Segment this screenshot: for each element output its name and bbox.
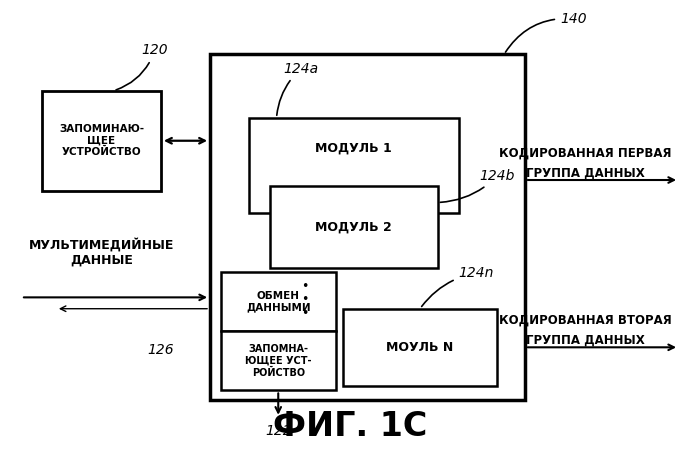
Text: ГРУППА ДАННЫХ: ГРУППА ДАННЫХ — [526, 167, 645, 180]
Bar — [220, 331, 336, 390]
Bar — [220, 272, 336, 331]
Text: •: • — [301, 280, 308, 292]
Bar — [270, 186, 438, 268]
Text: МОДУЛЬ 2: МОДУЛЬ 2 — [315, 221, 392, 233]
Text: МУЛЬТИМЕДИЙНЫЕ
ДАННЫЕ: МУЛЬТИМЕДИЙНЫЕ ДАННЫЕ — [29, 237, 174, 266]
Bar — [210, 54, 525, 400]
Text: 140: 140 — [505, 12, 587, 52]
Text: ЗАПОМНА-
ЮЩЕЕ УСТ-
РОЙСТВО: ЗАПОМНА- ЮЩЕЕ УСТ- РОЙСТВО — [245, 344, 312, 378]
Text: •: • — [301, 307, 308, 320]
Text: КОДИРОВАННАЯ ВТОРАЯ: КОДИРОВАННАЯ ВТОРАЯ — [499, 314, 671, 326]
Text: МОУЛЬ N: МОУЛЬ N — [386, 341, 454, 354]
Bar — [343, 309, 497, 386]
Text: ОБМЕН
ДАННЫМИ: ОБМЕН ДАННЫМИ — [246, 291, 311, 313]
Text: КОДИРОВАННАЯ ПЕРВАЯ: КОДИРОВАННАЯ ПЕРВАЯ — [499, 146, 671, 159]
Bar — [248, 118, 458, 213]
Text: 126: 126 — [148, 343, 174, 356]
Bar — [42, 91, 161, 191]
Text: •: • — [301, 293, 308, 306]
Text: 124b: 124b — [440, 169, 515, 202]
Text: ГРУППА ДАННЫХ: ГРУППА ДАННЫХ — [526, 334, 645, 347]
Text: 122: 122 — [265, 424, 292, 438]
Text: 120: 120 — [116, 44, 168, 90]
Text: 124a: 124a — [276, 62, 318, 115]
Text: ЗАПОМИНАЮ-
ЩЕЕ
УСТРОЙСТВО: ЗАПОМИНАЮ- ЩЕЕ УСТРОЙСТВО — [59, 124, 144, 158]
Text: 124n: 124n — [421, 266, 494, 306]
Text: ФИГ. 1С: ФИГ. 1С — [273, 410, 427, 443]
Text: МОДУЛЬ 1: МОДУЛЬ 1 — [315, 142, 392, 155]
